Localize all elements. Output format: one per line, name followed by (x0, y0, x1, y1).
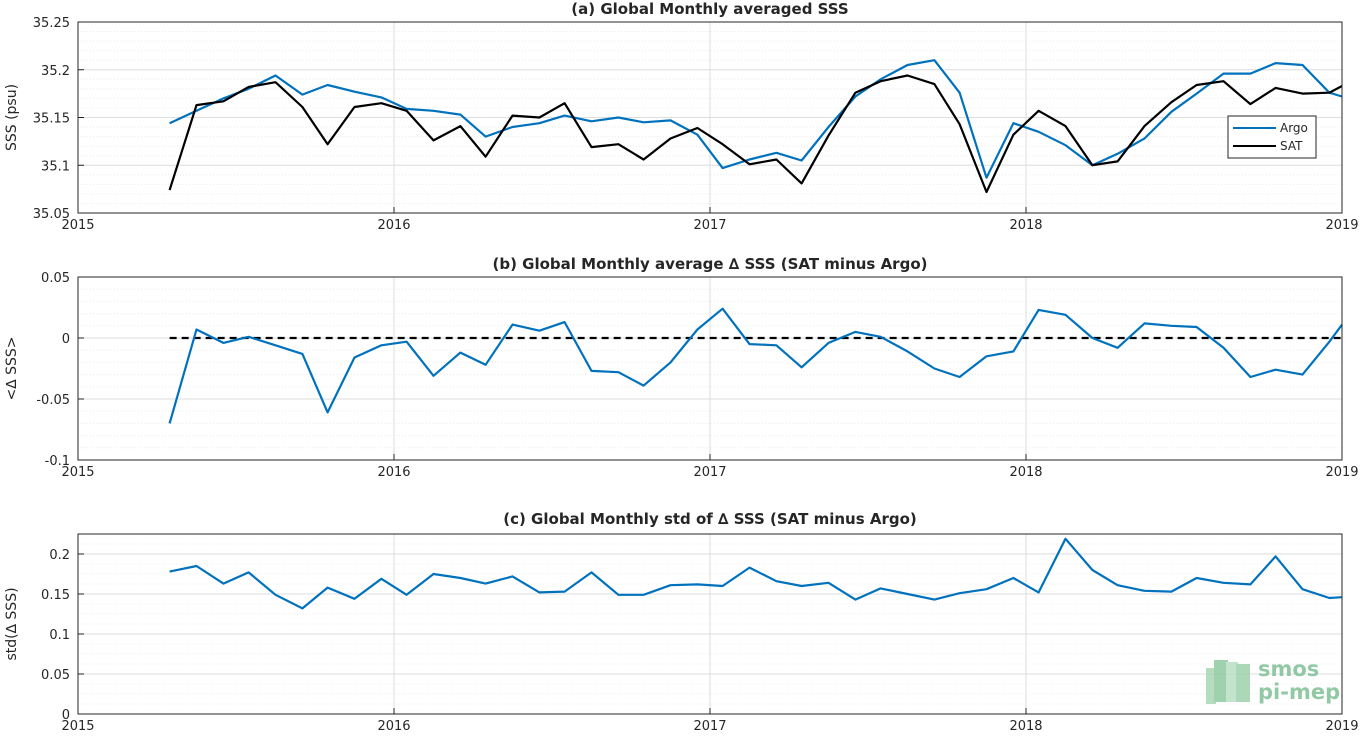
y-tick-label: 0.15 (41, 588, 70, 603)
y-tick-label: 0.1 (49, 628, 70, 643)
axes-box (77, 533, 1343, 715)
y-tick-label: -0.1 (45, 454, 70, 469)
x-tick-label: 2017 (693, 465, 726, 480)
x-tick-label: 2019 (1325, 719, 1358, 734)
y-tick-label: 35.05 (33, 207, 70, 222)
x-tick-label: 2019 (1325, 218, 1358, 233)
y-tick-label: 35.25 (33, 16, 70, 31)
series-line-delta-sss (169, 537, 1343, 610)
series-line-argo (169, 59, 1343, 179)
panel-c: 0 0.05 0.1 0.15 0.2 2015 2016 2017 2018 2019 (c) G… (4, 510, 1359, 734)
legend-label-sat: SAT (1280, 139, 1303, 153)
axes-box (77, 276, 1343, 461)
x-tick-label: 2018 (1009, 465, 1042, 480)
panel-a: 35.05 35.1 35.15 35.2 35.25 2015 2016 2017 2018 2… (4, 0, 1359, 233)
y-axis-label: SSS (psu) (4, 84, 20, 151)
y-tick-label: 0.05 (41, 668, 70, 683)
logo-mark-2 (1214, 660, 1228, 702)
chart-title: (a) Global Monthly averaged SSS (571, 0, 848, 18)
y-tick-label: 35.1 (41, 159, 70, 174)
y-axis-label: std(∆ SSS) (4, 587, 20, 660)
x-tick-label: 2015 (61, 218, 94, 233)
y-tick-label: 0 (62, 332, 70, 347)
legend-label-argo: Argo (1280, 121, 1308, 135)
logo-mark-3 (1226, 662, 1238, 702)
logo-text-pi-mep: pi-mep (1258, 680, 1340, 704)
series-line-sat (168, 74, 1343, 194)
panel-b: -0.1 -0.05 0 0.05 2015 2016 2017 2018 2019 (b) Gl… (4, 255, 1359, 480)
x-tick-label: 2016 (377, 719, 410, 734)
series-line-delta-sss (168, 307, 1343, 424)
legend-a: Argo SAT (1227, 115, 1317, 159)
logo-text-smos: smos (1258, 657, 1319, 681)
y-tick-label: 0 (62, 708, 70, 723)
y-tick-label: 35.15 (33, 112, 70, 127)
legend-box (1227, 115, 1317, 159)
x-tick-label: 2015 (61, 465, 94, 480)
smos-pi-mep-logo: smos pi-mep (1206, 657, 1340, 704)
y-tick-label: 35.2 (41, 64, 70, 79)
y-tick-label: 0.05 (41, 271, 70, 286)
chart-title: (c) Global Monthly std of ∆ SSS (SAT min… (503, 510, 917, 528)
x-tick-label: 2019 (1325, 465, 1358, 480)
x-tick-label: 2015 (61, 719, 94, 734)
x-tick-label: 2016 (377, 218, 410, 233)
logo-mark-4 (1236, 664, 1250, 702)
logo-mark-1 (1206, 668, 1216, 704)
axes-box (77, 21, 1343, 214)
y-tick-label: -0.05 (36, 393, 70, 408)
y-axis-label: <∆ SSS> (4, 337, 20, 401)
x-tick-label: 2018 (1009, 719, 1042, 734)
x-tick-label: 2016 (377, 465, 410, 480)
x-tick-label: 2018 (1009, 218, 1042, 233)
y-tick-label: 0.2 (49, 548, 70, 563)
x-tick-label: 2017 (693, 719, 726, 734)
chart-title: (b) Global Monthly average ∆ SSS (SAT mi… (493, 255, 928, 273)
x-tick-label: 2017 (693, 218, 726, 233)
